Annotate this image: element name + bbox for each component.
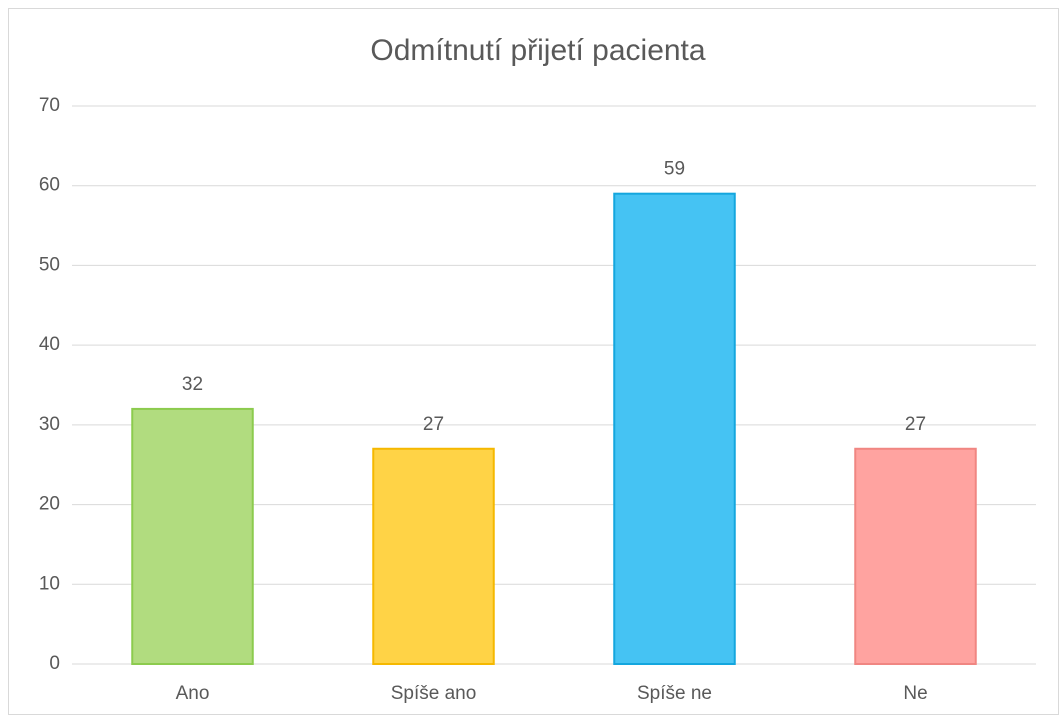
y-tick-label: 20	[39, 494, 60, 515]
data-label: 27	[423, 414, 444, 435]
chart-title: Odmítnutí přijetí pacienta	[370, 34, 705, 67]
bar	[854, 447, 977, 665]
data-label: 32	[182, 374, 203, 395]
x-tick-label: Ne	[903, 683, 927, 704]
y-tick-label: 70	[39, 95, 60, 116]
y-tick-label: 40	[39, 334, 60, 355]
x-tick-label: Spíše ano	[391, 683, 477, 704]
y-tick-label: 10	[39, 573, 60, 594]
y-tick-label: 50	[39, 254, 60, 275]
x-tick-label: Spíše ne	[637, 683, 712, 704]
bar	[131, 407, 254, 665]
y-tick-label: 60	[39, 175, 60, 196]
data-label: 59	[664, 159, 685, 180]
data-label: 27	[905, 414, 926, 435]
bar	[372, 447, 495, 665]
x-tick-label: Ano	[176, 683, 210, 704]
y-tick-label: 0	[49, 653, 60, 674]
bar	[613, 192, 736, 666]
y-tick-label: 30	[39, 414, 60, 435]
